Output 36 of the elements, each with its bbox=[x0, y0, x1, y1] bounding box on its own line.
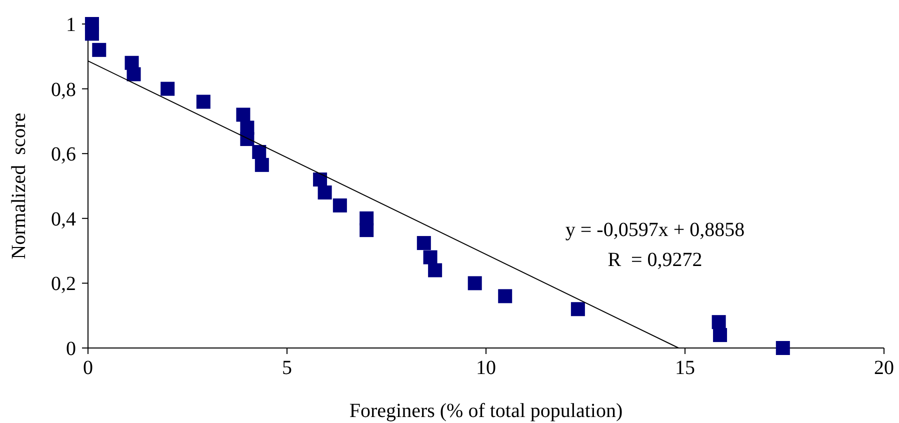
point bbox=[160, 82, 175, 96]
y-tick-label: 1 bbox=[66, 14, 76, 36]
annotation: R = 0,9272 bbox=[608, 249, 702, 271]
point bbox=[570, 302, 585, 316]
x-tick-label: 10 bbox=[476, 357, 496, 379]
point bbox=[126, 67, 141, 82]
x-tick-label: 15 bbox=[675, 357, 695, 379]
point bbox=[423, 250, 438, 264]
point bbox=[92, 42, 106, 57]
y-tick-label: 0 bbox=[66, 338, 76, 360]
y-tick-label: 0,2 bbox=[51, 273, 76, 296]
point bbox=[236, 108, 250, 122]
point bbox=[468, 276, 482, 290]
point bbox=[240, 132, 254, 146]
y-tick-label: 0,4 bbox=[51, 208, 76, 230]
point bbox=[252, 144, 266, 159]
point bbox=[318, 185, 332, 200]
point bbox=[428, 263, 442, 278]
point bbox=[332, 198, 347, 212]
point bbox=[498, 289, 512, 304]
point bbox=[360, 223, 374, 238]
point bbox=[713, 328, 728, 342]
x-tick-label: 0 bbox=[83, 357, 93, 379]
point bbox=[776, 341, 790, 355]
x-tick-label: 5 bbox=[282, 357, 292, 379]
y-axis-title: Normalized score bbox=[8, 112, 30, 260]
point bbox=[254, 158, 269, 172]
x-axis-title: Foreginers (% of total population) bbox=[349, 400, 623, 422]
y-tick-label: 0,8 bbox=[51, 78, 76, 101]
point bbox=[416, 236, 431, 250]
y-tick-label: 0,6 bbox=[51, 144, 76, 166]
point bbox=[196, 94, 210, 109]
point bbox=[84, 26, 99, 41]
annotation: y = -0,0597x + 0,8858 bbox=[565, 219, 745, 241]
x-tick-label: 20 bbox=[874, 357, 894, 379]
point bbox=[712, 315, 726, 330]
